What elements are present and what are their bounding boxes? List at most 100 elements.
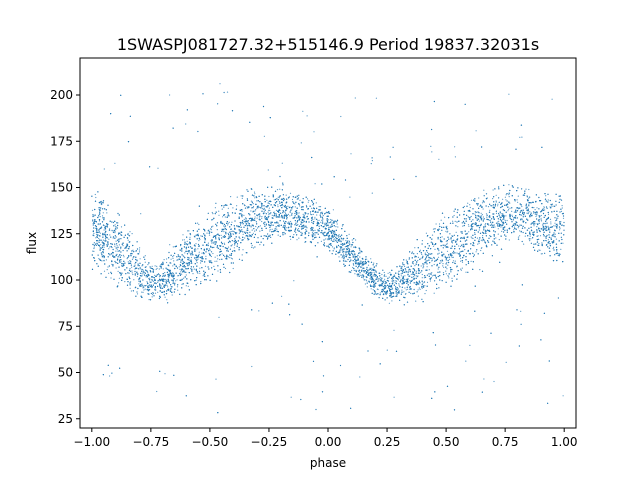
data-point <box>497 225 499 227</box>
data-point <box>241 216 243 218</box>
data-point <box>221 208 223 210</box>
data-point <box>380 280 382 282</box>
data-point <box>474 232 476 234</box>
data-point <box>313 235 315 237</box>
data-point <box>162 268 164 270</box>
data-point <box>410 292 412 294</box>
data-point <box>254 210 256 212</box>
data-point <box>214 207 216 209</box>
data-point <box>124 281 126 283</box>
data-point <box>195 279 197 281</box>
data-point <box>118 255 120 257</box>
data-point <box>254 197 256 199</box>
data-point <box>484 225 486 227</box>
data-point <box>369 267 371 269</box>
data-point <box>101 215 104 217</box>
data-point <box>314 229 316 231</box>
data-point <box>126 258 128 260</box>
data-point <box>500 213 502 215</box>
data-point <box>451 277 453 279</box>
data-point <box>268 195 270 198</box>
data-point <box>213 265 215 267</box>
data-point <box>246 206 248 208</box>
data-point <box>243 218 245 220</box>
data-point <box>545 195 547 197</box>
data-point <box>463 205 465 208</box>
data-point <box>156 390 158 393</box>
data-point <box>276 228 278 230</box>
data-point <box>423 277 425 279</box>
data-point <box>277 196 279 198</box>
data-point <box>111 230 113 232</box>
data-point <box>449 258 451 260</box>
data-point <box>149 266 151 268</box>
data-point <box>422 282 424 284</box>
data-point <box>487 206 490 208</box>
data-point <box>322 218 324 220</box>
data-point <box>317 229 319 231</box>
data-point <box>325 212 327 214</box>
data-point <box>556 224 559 226</box>
data-point <box>478 216 480 218</box>
data-point <box>155 268 157 270</box>
data-point <box>187 230 189 232</box>
data-point <box>207 242 209 244</box>
data-point <box>418 287 420 289</box>
data-point <box>261 216 263 218</box>
data-point <box>277 222 279 224</box>
data-point <box>447 264 449 266</box>
data-point <box>92 250 94 252</box>
data-point <box>371 272 373 274</box>
data-point <box>361 265 363 267</box>
data-point <box>334 231 336 234</box>
data-point <box>351 269 353 272</box>
data-point <box>232 267 234 270</box>
data-point <box>497 221 499 223</box>
data-point <box>508 93 510 95</box>
data-point <box>372 275 374 277</box>
data-point <box>99 216 101 218</box>
data-point <box>108 272 110 274</box>
data-point <box>275 209 278 211</box>
data-point <box>316 214 318 216</box>
data-point <box>108 248 110 250</box>
data-point <box>469 204 471 206</box>
data-point <box>456 252 458 254</box>
data-point <box>349 196 351 198</box>
data-point <box>247 222 249 224</box>
data-point <box>345 248 348 250</box>
data-point <box>297 197 300 199</box>
data-point <box>164 272 166 274</box>
data-point <box>410 273 412 275</box>
data-point <box>435 275 437 277</box>
data-point <box>199 267 201 269</box>
data-point <box>230 230 232 233</box>
data-point <box>129 283 131 285</box>
data-point <box>431 275 433 277</box>
data-point <box>556 250 558 252</box>
data-point <box>460 257 462 259</box>
data-point <box>475 251 477 253</box>
data-point <box>335 241 337 243</box>
data-point <box>431 234 434 236</box>
data-point <box>414 265 416 267</box>
data-point <box>335 226 337 228</box>
data-point <box>212 242 214 244</box>
data-point <box>362 277 364 279</box>
data-point <box>218 210 220 212</box>
data-point <box>547 213 550 215</box>
data-points <box>91 83 565 414</box>
data-point <box>217 258 219 260</box>
data-point <box>482 219 484 221</box>
data-point <box>366 286 368 288</box>
data-point <box>219 83 221 85</box>
data-point <box>116 248 118 250</box>
data-point <box>397 288 399 290</box>
data-point <box>210 231 212 233</box>
data-point <box>106 212 108 214</box>
data-point <box>197 248 199 250</box>
data-point <box>526 195 528 197</box>
data-point <box>189 252 191 254</box>
data-point <box>227 213 229 215</box>
data-point <box>431 272 433 274</box>
